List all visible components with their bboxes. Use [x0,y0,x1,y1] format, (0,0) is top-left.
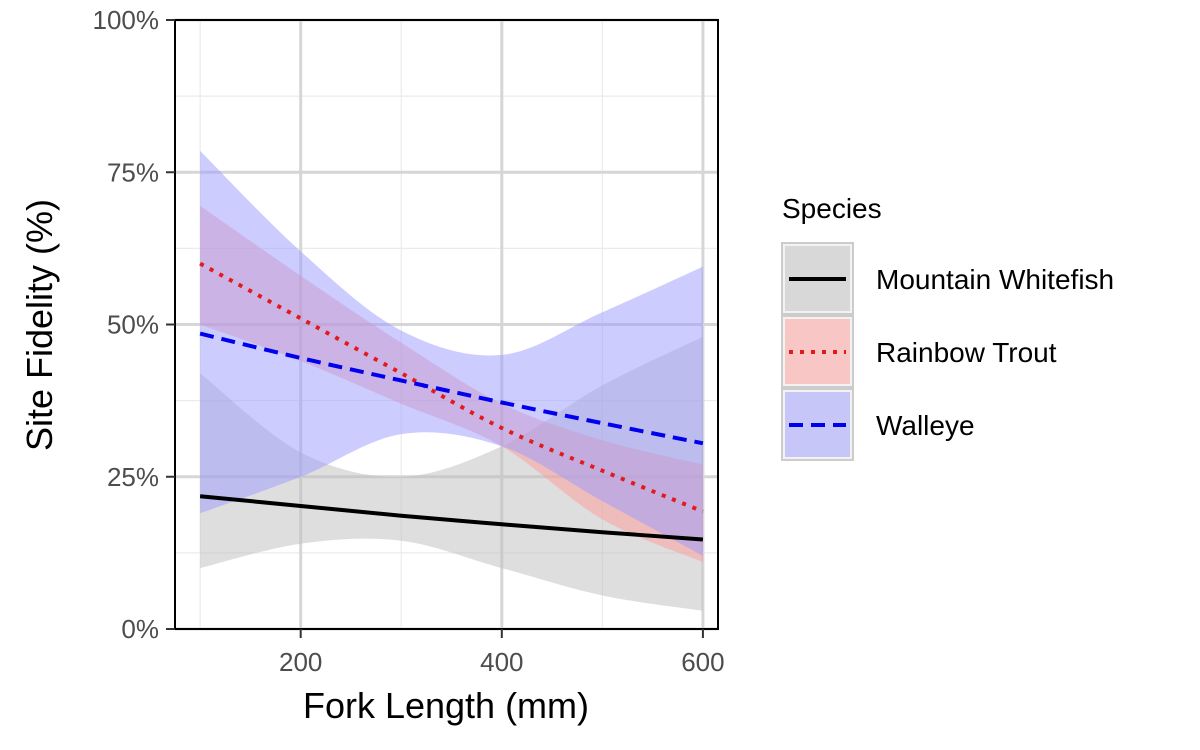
x-tick-label: 400 [480,647,523,677]
line-walleye [199,331,704,446]
legend-label: Mountain Whitefish [876,264,1114,295]
legend: Species Mountain Whitefish Rainbow Trout W… [781,193,1114,461]
legend-item-mountain-whitefish: Mountain Whitefish [781,242,1114,315]
legend-title: Species [782,193,882,224]
x-axis-title: Fork Length (mm) [303,685,589,726]
y-tick-label: 50% [107,310,159,340]
series-lines [199,261,704,542]
y-tick-label: 25% [107,462,159,492]
legend-key-fill [785,319,850,384]
legend-label: Walleye [876,410,975,441]
y-tick-label: 75% [107,157,159,187]
axes: 200 400 600 0% 25% 50% 75% 100% [93,5,725,677]
legend-item-walleye: Walleye [781,388,975,461]
y-tick-label: 0% [121,614,159,644]
ribbon-walleye [200,150,703,556]
x-tick-label: 200 [279,647,322,677]
legend-label: Rainbow Trout [876,337,1057,368]
confidence-ribbons [200,150,703,611]
y-tick-label: 100% [93,5,160,35]
y-axis-title: Site Fidelity (%) [19,199,60,451]
legend-item-rainbow-trout: Rainbow Trout [781,315,1057,388]
line-rainbow-trout [199,261,704,514]
x-tick-label: 600 [681,647,724,677]
line-mountain-whitefish [199,494,704,542]
